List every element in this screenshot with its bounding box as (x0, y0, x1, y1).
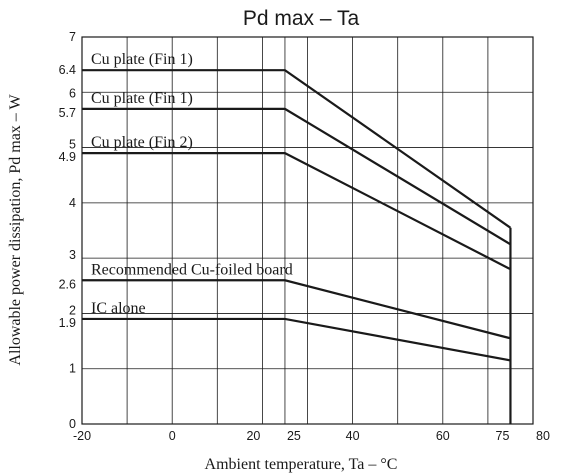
series-label: IC alone (91, 300, 146, 317)
y-tick-label: 4 (69, 196, 76, 210)
x-tick-labels: -20 0 20 25 40 60 75 80 (73, 429, 550, 443)
x-axis-label: Ambient temperature, Ta – °C (205, 456, 398, 473)
x-tick-label: 25 (287, 429, 301, 443)
x-tick-label: -20 (73, 429, 91, 443)
y-tick-label: 6 (69, 86, 76, 100)
y-tick-label: 4.9 (59, 150, 76, 164)
y-tick-labels: 0 1 1.92 2.6 3 4 4.95 5.7 6 6.4 7 (59, 30, 76, 431)
y-tick-label: 0 (69, 417, 76, 431)
series-label: Cu plate (Fin 1) (91, 51, 193, 68)
x-tick-label: 40 (346, 429, 360, 443)
y-tick-label: 5 (69, 138, 76, 152)
x-tick-label: 20 (246, 429, 260, 443)
series-label: Cu plate (Fin 2) (91, 134, 193, 151)
series-lines: Cu plate (Fin 1) Cu plate (Fin 1) Cu plate… (82, 51, 512, 424)
series-line (82, 69, 512, 229)
series-line (82, 317, 511, 362)
series-line (82, 279, 511, 340)
y-tick-label: 1.9 (59, 316, 76, 330)
y-tick-label: 2 (69, 303, 76, 317)
chart-title: Pd max – Ta (243, 7, 360, 30)
x-tick-label: 0 (169, 429, 176, 443)
series-label: Cu plate (Fin 1) (91, 90, 193, 107)
plot-frame (81, 36, 534, 425)
y-axis-label: Allowable power dissipation, Pd max – W (7, 93, 24, 365)
x-tick-label: 75 (496, 429, 510, 443)
x-tick-label: 60 (436, 429, 450, 443)
y-tick-label: 7 (69, 30, 76, 44)
y-tick-label: 2.6 (59, 277, 76, 291)
x-tick-label: 80 (536, 429, 550, 443)
series-label: Recommended Cu-foiled board (91, 261, 293, 278)
y-tick-label: 6.4 (59, 63, 76, 77)
y-tick-label: 5.7 (59, 106, 76, 120)
y-tick-label: 3 (69, 248, 76, 262)
series-line (82, 107, 512, 246)
series-line (82, 152, 511, 271)
grid (82, 37, 533, 424)
y-tick-label: 1 (69, 362, 76, 376)
